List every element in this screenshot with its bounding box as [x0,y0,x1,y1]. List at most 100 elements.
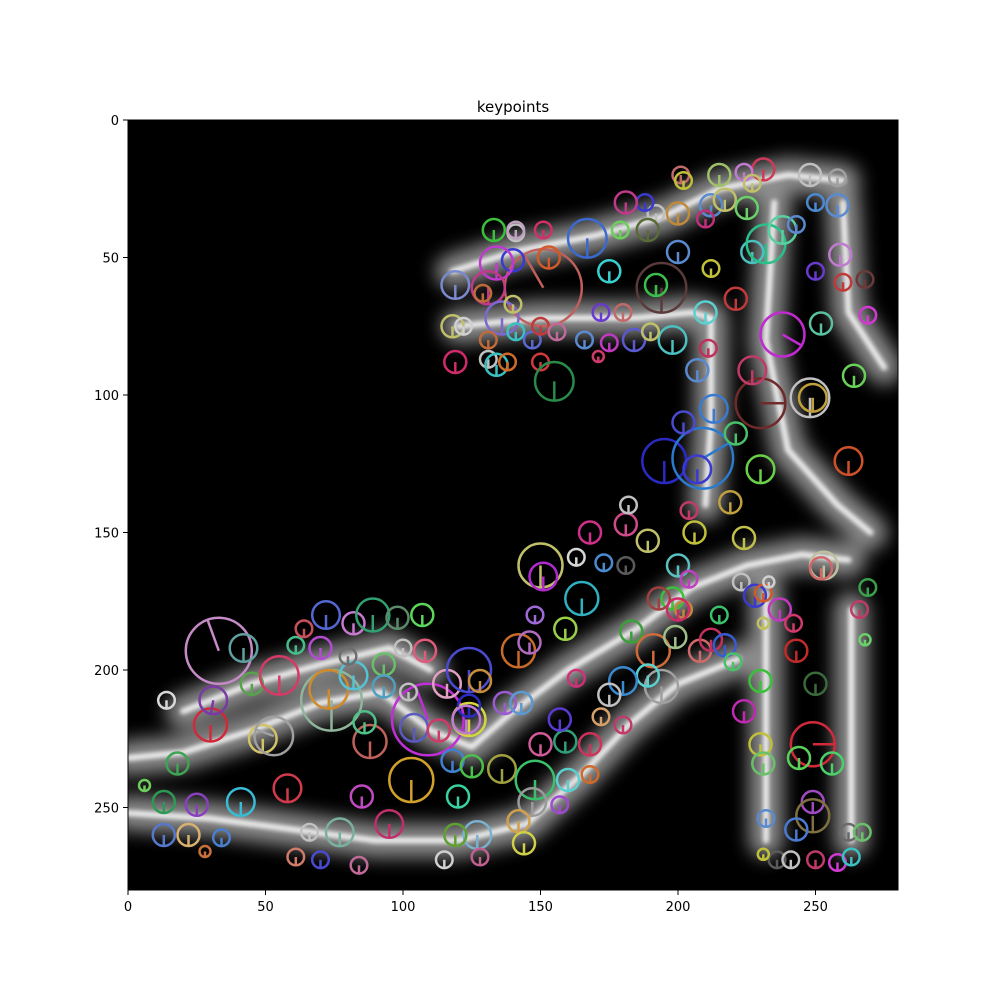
keypoint [286,635,306,655]
keypoint [412,638,438,664]
keypoint [484,300,520,336]
keypoint-circle [723,652,743,672]
keypoint-circle [805,261,826,281]
keypoint [841,847,861,867]
keypoint [324,817,355,848]
keypoint [767,850,787,870]
keypoint [385,605,410,631]
keypoint-circle [613,302,633,323]
keypoint-circle [473,283,493,303]
keypoint-circle [530,316,551,336]
keypoint [577,732,603,757]
keypoint [470,270,507,306]
keypoint [783,613,804,633]
keypoint [533,360,575,402]
keypoint [198,685,229,716]
keypoint-circle [737,355,768,386]
keypoint [478,349,498,369]
keypoint [443,349,468,375]
keypoint [756,847,771,862]
keypoint [665,239,691,265]
keypoint [525,605,545,625]
keypoint [723,421,749,446]
keypoint [151,822,177,848]
keypoint [805,261,826,281]
x-tick-label: 0 [124,900,132,915]
keypoint-circle [198,685,229,716]
keypoint [426,718,452,743]
keypoint-circle [156,690,177,710]
keypoint [745,454,776,485]
keypoint [393,638,413,658]
keypoint [671,410,696,435]
keypoint-circle [272,773,303,804]
keypoint [663,624,688,650]
keypoint [781,850,801,870]
keypoint [619,619,644,644]
keypoint [731,572,751,592]
keypoint [349,784,375,809]
x-tick-label: 150 [528,900,553,915]
keypoint-circle [805,850,826,870]
y-axis: 0 50 100 150 200 250 [94,114,128,817]
keypoint [352,710,377,735]
keypoint [184,792,210,818]
keypoint [577,520,603,545]
keypoint [682,520,707,545]
keypoint [310,599,342,631]
keypoint [308,635,333,661]
keypoint [473,283,493,303]
keypoint [756,616,771,631]
keypoint [825,193,850,218]
shoe-edge-stroke [128,656,742,844]
keypoint-circle [574,330,595,350]
keypoint [784,638,809,664]
keypoint [467,668,493,694]
keypoint [828,242,853,268]
chart-title: keypoints [477,98,550,116]
keypoint [849,599,870,620]
keypoint [445,784,471,809]
keypoint [591,349,606,364]
keypoint [819,751,845,776]
keypoint-circle [310,850,331,870]
keypoint [517,630,542,655]
keypoint [838,822,859,842]
keypoint-circle [533,360,575,402]
keypoint-circle [591,302,611,323]
keypoint [338,646,358,666]
keypoint [453,316,474,336]
keypoint [506,809,531,834]
keypoint-circle [299,822,320,842]
keypoint [511,831,537,856]
keypoint [503,294,523,314]
keypoint [599,333,619,353]
keypoint [613,190,639,215]
x-tick-label: 200 [666,900,691,915]
keypoint [352,723,388,760]
keypoint-circle [635,261,688,314]
keypoint-circle [338,646,358,666]
keypoint [734,195,760,221]
keypoint [712,633,738,658]
keypoint [165,751,190,776]
keypoint [492,690,518,716]
keypoint [478,245,515,281]
keypoint [580,764,600,785]
keypoint [451,704,482,735]
keypoint [459,754,485,779]
keypoint-circle [781,850,801,870]
keypoint-circle [506,322,526,342]
keypoint [137,778,152,793]
keypoint-circle [211,828,232,848]
keypoint [486,753,518,785]
keypoint [550,795,570,815]
shoe-edge-stroke [763,199,874,536]
keypoint [341,611,366,636]
keypoint-circle [698,338,718,358]
keypoint [547,707,573,732]
keypoint-circle [698,393,729,424]
keypoint-circle [833,272,853,292]
keypoint-circle [759,311,806,358]
keypoint [566,668,586,688]
